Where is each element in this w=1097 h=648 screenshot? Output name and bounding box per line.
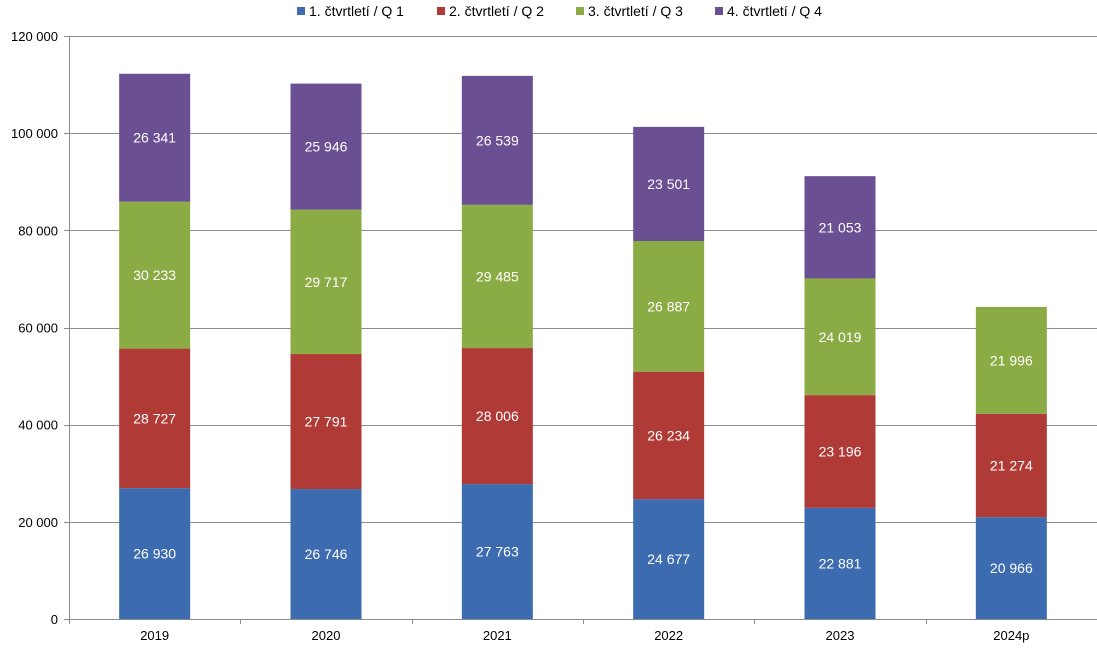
bar-segment: [633, 241, 705, 372]
x-tick-label: 2021: [483, 628, 512, 643]
y-tick-label: 100 000: [11, 126, 58, 141]
data-labels: 26 930 28 727 30 233 26 341 26 746 27 791 29 7…: [133, 130, 1033, 576]
x-tick-label: 2023: [826, 628, 855, 643]
data-label: 24 677: [647, 551, 690, 567]
y-tick-label: 0: [51, 612, 58, 627]
legend-item: 4. čtvrtletí / Q 4: [715, 3, 822, 19]
data-label: 26 930: [133, 546, 176, 562]
data-label: 24 019: [819, 329, 862, 345]
data-label: 23 501: [647, 176, 690, 192]
bar-segment: [461, 484, 533, 619]
data-label: 27 791: [305, 414, 348, 430]
data-label: 21 274: [990, 457, 1033, 473]
bar-segment: [975, 517, 1047, 619]
bar-segment: [290, 489, 362, 619]
bar-stacks: [119, 73, 1047, 619]
bar-segment: [461, 75, 533, 205]
legend-item: 2. čtvrtletí / Q 2: [437, 3, 544, 19]
data-label: 20 966: [990, 560, 1033, 576]
y-gridlines: [69, 36, 1097, 523]
chart-legend: 1. čtvrtletí / Q 1 2. čtvrtletí / Q 2 3. č…: [297, 3, 822, 19]
data-label: 26 234: [647, 427, 690, 443]
x-tick-label: 2022: [654, 628, 683, 643]
legend-item: 1. čtvrtletí / Q 1: [297, 3, 404, 19]
legend-label: 3. čtvrtletí / Q 3: [588, 3, 683, 19]
data-label: 22 881: [819, 555, 862, 571]
y-tick-label: 80 000: [18, 223, 58, 238]
x-tick-label: 2020: [312, 628, 341, 643]
x-tick-label: 2019: [140, 628, 169, 643]
bar-segment: [290, 354, 362, 490]
bar-segment: [804, 507, 876, 619]
data-label: 26 746: [305, 546, 348, 562]
bar-segment: [119, 73, 191, 202]
y-tick-label: 60 000: [18, 321, 58, 336]
bar-segment: [633, 499, 705, 619]
legend-label: 1. čtvrtletí / Q 1: [309, 3, 404, 19]
data-label: 26 341: [133, 130, 176, 146]
bar-segment: [290, 83, 362, 210]
y-tick-label: 40 000: [18, 418, 58, 433]
data-label: 28 006: [476, 408, 519, 424]
y-tick-label: 20 000: [18, 515, 58, 530]
legend-swatch: [297, 7, 305, 15]
data-label: 25 946: [305, 139, 348, 155]
bar-segment: [975, 413, 1047, 518]
bar-segment: [804, 278, 876, 396]
data-label: 21 053: [819, 219, 862, 235]
data-label: 21 996: [990, 352, 1033, 368]
legend-item: 3. čtvrtletí / Q 3: [576, 3, 683, 19]
data-label: 29 485: [476, 268, 519, 284]
data-label: 28 727: [133, 410, 176, 426]
legend-swatch: [576, 7, 584, 15]
chart-axes: 0 20 000 40 000 60 000 80 000 100 000 120 000 2…: [11, 29, 1097, 643]
bar-segment: [461, 204, 533, 349]
bar-segment: [119, 348, 191, 489]
bar-segment: [119, 488, 191, 619]
bar-segment: [975, 306, 1047, 414]
bar-segment: [119, 201, 191, 349]
bar-segment: [804, 395, 876, 508]
legend-swatch: [437, 7, 445, 15]
bar-segment: [633, 371, 705, 500]
data-label: 27 763: [476, 544, 519, 560]
bar-segment: [804, 176, 876, 279]
legend-swatch: [715, 7, 723, 15]
data-label: 23 196: [819, 443, 862, 459]
data-label: 29 717: [305, 274, 348, 290]
legend-label: 4. čtvrtletí / Q 4: [727, 3, 822, 19]
bar-segment: [290, 209, 362, 355]
y-tick-label: 120 000: [11, 29, 58, 44]
legend-label: 2. čtvrtletí / Q 2: [449, 3, 544, 19]
data-label: 26 539: [476, 132, 519, 148]
data-label: 30 233: [133, 267, 176, 283]
bar-segment: [633, 126, 705, 242]
data-label: 26 887: [647, 298, 690, 314]
x-tick-label: 2024p: [993, 628, 1029, 643]
bar-segment: [461, 348, 533, 485]
